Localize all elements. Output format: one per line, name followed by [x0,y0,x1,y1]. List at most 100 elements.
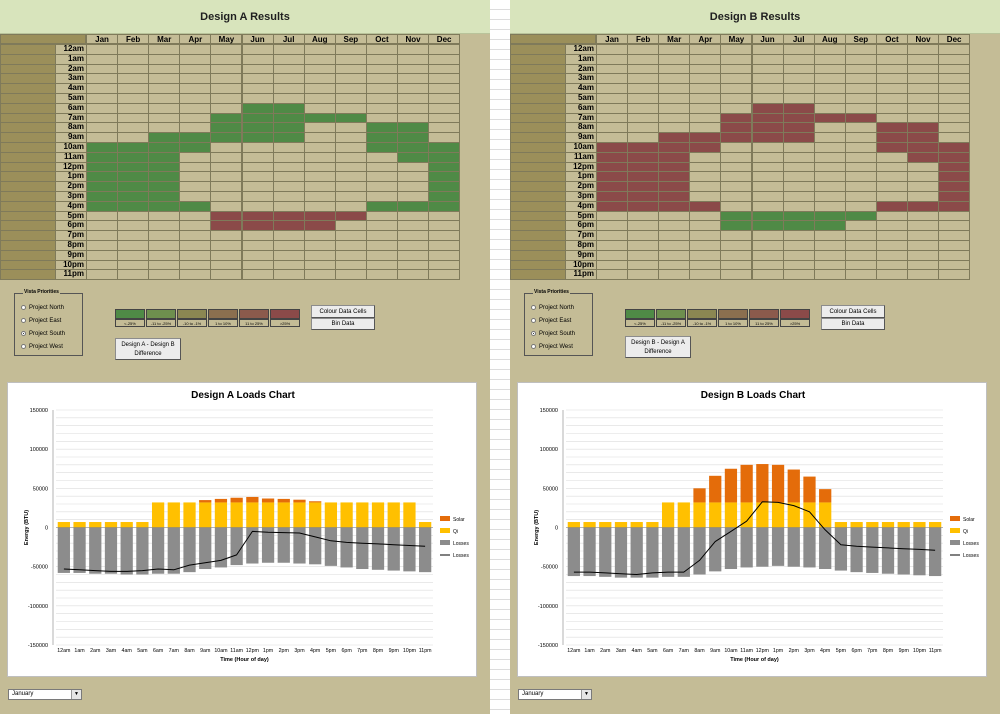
x-tick-label: 8pm [883,648,894,654]
y-tick-label: -100000 [28,604,48,610]
month-header: May [210,34,243,44]
losses-bar [819,527,832,570]
radio-option[interactable]: Project East [531,315,571,326]
data-cell[interactable] [751,269,784,281]
losses-bar [261,527,275,563]
data-cell[interactable] [428,269,461,281]
vista-priorities-group: Vista Priorities Project North Project Ea… [14,289,83,356]
radio-button[interactable] [531,344,536,349]
month-header: Mar [658,34,691,44]
solar-bar [261,498,275,503]
radio-button[interactable] [531,305,536,310]
bin-data-button[interactable]: Bin Data [821,318,885,330]
radio-button[interactable] [21,331,26,336]
qi-bar [371,502,385,528]
x-tick-label: 3am [616,648,627,654]
data-cell[interactable] [334,269,367,281]
data-cell[interactable] [689,269,722,281]
losses-bar [136,527,149,575]
bin-label: <-25% [115,319,145,327]
radio-option[interactable]: Project West [531,341,573,352]
data-cell[interactable] [365,269,398,281]
month-dropdown-value: January [12,691,34,697]
radio-option[interactable]: Project West [21,341,63,352]
bin-label: 1 to 10% [718,319,748,327]
data-cell[interactable] [938,269,971,281]
bin-label: <-25% [625,319,655,327]
radio-option[interactable]: Project North [21,302,64,313]
data-cell[interactable] [658,269,691,281]
radio-button[interactable] [21,318,26,323]
data-cell[interactable] [117,269,150,281]
data-cell[interactable] [627,269,660,281]
data-cell[interactable] [875,269,908,281]
qi-bar [230,502,243,528]
header-stub [0,34,86,44]
loads-chart-svg: Design A Loads Chart 150000 100000 50000 0 -5… [24,390,469,663]
month-header: Jun [751,34,784,44]
data-cell[interactable] [179,269,212,281]
x-tick-label: 8am [184,648,195,654]
month-dropdown[interactable]: January ▼ [518,689,592,700]
data-cell[interactable] [241,269,274,281]
data-cell[interactable] [720,269,753,281]
qi-bar [246,502,259,528]
radio-label: Project South [539,330,576,337]
qi-bar [661,502,675,528]
data-cell[interactable] [210,269,243,281]
radio-button[interactable] [21,344,26,349]
dropdown-arrow-icon[interactable]: ▼ [71,690,81,699]
legend-label: Losses [453,541,469,547]
month-header: Feb [627,34,660,44]
losses-bar [57,527,70,573]
bin-swatch [270,309,300,319]
data-cell[interactable] [782,269,815,281]
data-cell[interactable] [86,269,119,281]
data-cell[interactable] [844,269,877,281]
bin-swatch [656,309,686,319]
bin-swatch [239,309,269,319]
radio-option[interactable]: Project East [21,315,61,326]
dropdown-arrow-icon[interactable]: ▼ [581,690,591,699]
qi-bar [356,502,369,528]
losses-bar [356,527,369,570]
qi-bar [646,522,659,528]
x-tick-label: 2pm [789,648,800,654]
month-header: Sep [334,34,367,44]
y-tick-label: -100000 [538,604,558,610]
qi-bar [614,522,628,528]
qi-bar [57,522,70,528]
data-cell[interactable] [397,269,430,281]
radio-option[interactable]: Project North [531,302,574,313]
qi-bar [897,522,910,528]
x-tick-label: 5am [647,648,658,654]
difference-button[interactable]: Design A - Design B Difference [115,338,181,360]
radio-option[interactable]: Project South [21,328,65,339]
colour-data-cells-button[interactable]: Colour Data Cells [311,305,375,318]
x-tick-label: 9am [200,648,211,654]
difference-button[interactable]: Design B - Design A Difference [625,336,691,358]
data-cell[interactable] [813,269,846,281]
data-cell[interactable] [303,269,336,281]
losses-bar [803,527,816,568]
x-tick-label: 2am [90,648,101,654]
data-cell[interactable] [272,269,305,281]
radio-option[interactable]: Project South [531,328,575,339]
radio-button[interactable] [21,305,26,310]
losses-bar [246,527,259,564]
radio-button[interactable] [531,331,536,336]
data-cell[interactable] [148,269,181,281]
radio-label: Project West [539,343,573,350]
qi-bar [693,502,706,528]
qi-bar [167,502,180,528]
bin-data-button[interactable]: Bin Data [311,318,375,330]
month-dropdown[interactable]: January ▼ [8,689,82,700]
qi-bar [183,502,196,528]
month-header: Jul [272,34,305,44]
data-cell[interactable] [596,269,629,281]
qi-bar [866,522,879,528]
radio-button[interactable] [531,318,536,323]
legend-label: Qi [963,529,968,535]
data-cell[interactable] [907,269,940,281]
colour-data-cells-button[interactable]: Colour Data Cells [821,305,885,318]
